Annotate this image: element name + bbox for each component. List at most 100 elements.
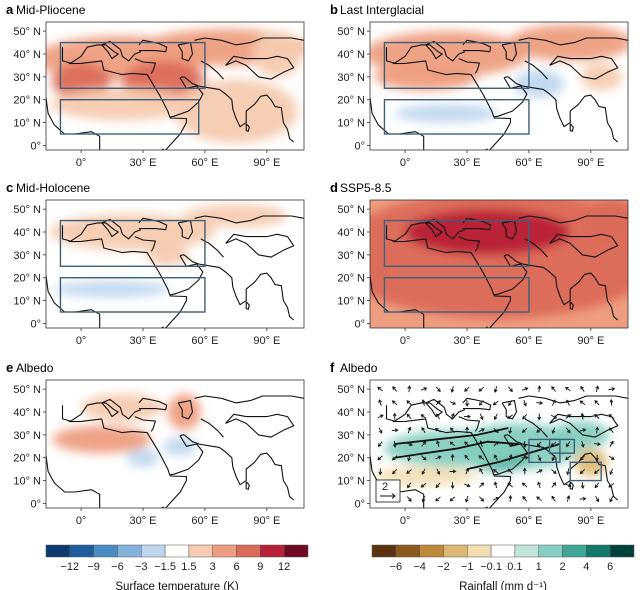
panel-frame [369,379,629,509]
colorbar-tick: −3 [135,561,148,573]
panel-frame [45,379,305,509]
wind-arrow [377,455,383,460]
wind-arrow [551,441,557,447]
wind-arrow [580,386,585,392]
wind-arrow [407,427,411,434]
wind-arrow [566,399,570,406]
y-tick-label: 0° [354,498,365,510]
wind-arrow [579,429,586,432]
colorbar-swatch [538,544,563,558]
y-tick-label: 10° N [337,296,365,308]
wind-arrow [392,386,398,392]
y-tick-label: 30° N [337,72,365,84]
x-tick-label: 0° [76,515,87,527]
x-tick-label: 60° E [515,515,542,527]
y-tick-label: 30° N [13,430,41,442]
x-tick-label: 90° E [253,335,280,347]
wind-arrow [479,413,484,420]
colorbar-swatch [609,544,635,558]
wind-arrow [478,386,485,392]
anomaly-patch [147,243,189,267]
colorbar-swatch [188,544,213,558]
colorbar-swatch [164,544,190,558]
wind-arrow [436,440,440,448]
coastlines [46,395,304,508]
colorbar-tick: 4 [583,561,589,573]
colorbar-tick: 6 [233,561,239,573]
wind-arrow [435,482,441,488]
y-tick-label: 10° N [13,476,41,488]
wind-arrow [406,469,412,474]
colorbar-swatch [586,544,611,558]
panel-label-b: b [330,2,338,17]
colorbar-rainfall: −6 −4 −2 −1 −0.1 0.1 1 2 4 6 Rainfall (mm d⁻¹) [371,544,635,590]
wind-arrow [493,400,499,406]
wind-arrow [406,400,412,406]
wind-arrow [492,497,499,501]
x-tick-label: 60° E [515,157,542,169]
wind-arrow [508,386,513,392]
panel-frame [369,199,629,329]
panel-f: f Albedo 2 0° 10° N 20° N 30° N 40° N 50° N 0° 30°… [330,360,629,527]
colorbar-swatch [467,544,492,558]
anomaly-patch [580,200,628,244]
colorbar-tick: 1 [536,561,542,573]
x-tick-label: 90° E [577,335,604,347]
y-tick-label: 0° [30,140,41,152]
wind-arrow [435,456,442,460]
wind-arrow [479,496,484,502]
y-tick-label: 50° N [13,384,41,396]
wind-arrow [565,427,571,433]
x-tick-label: 90° E [253,515,280,527]
wind-arrow [551,496,556,502]
x-tick-label: 0° [76,335,87,347]
wind-arrow [551,482,556,488]
wind-arrow [494,482,498,489]
colorbar-swatch [371,544,397,558]
anomaly-patch [50,213,216,251]
wind-arrow [596,427,598,434]
y-tick-label: 30° N [13,250,41,262]
panel-frame [45,199,305,329]
panel-label-c: c [6,180,13,195]
wind-arrow [378,399,382,406]
field-c [46,200,304,328]
wind-arrow [377,414,384,419]
y-tick-label: 20° N [337,453,365,465]
wind-arrow [551,469,557,474]
panel-c: c Mid-Holocene 0° 10° N 20° N 30° N 40° N 50° N… [6,180,305,347]
field-e [46,380,304,508]
wind-arrow [537,482,541,489]
wind-arrow [522,482,528,488]
wind-arrow [522,496,528,502]
y-tick-label: 40° N [13,227,41,239]
anomaly-patch [440,222,453,232]
colorbar-tick: 6 [607,561,613,573]
x-tick-label: 30° E [129,157,156,169]
colorbar-tick: −1.5 [154,561,176,573]
colorbar-title: Rainfall (mm d⁻¹) [459,581,547,590]
wind-arrow [536,441,542,447]
wind-arrow [421,455,427,461]
colorbar-swatch [212,544,237,558]
wind-arrow [536,428,542,433]
wind-arrow [579,400,586,406]
wind-arrow [378,441,383,447]
x-tick-label: 60° E [191,157,218,169]
panel-title-f: Albedo [340,361,378,375]
y-tick-label: 0° [30,498,41,510]
y-tick-label: 30° N [337,430,365,442]
colorbar-tick: −0.1 [480,561,502,573]
wind-arrow [406,414,412,420]
x-tick-label: 90° E [253,157,280,169]
colorbar-swatch [419,544,444,558]
wind-arrow [435,496,441,502]
field-f [370,380,628,508]
wind-arrow [580,469,586,474]
wind-arrow [478,428,485,432]
region-box [528,438,561,463]
anomaly-patch [374,63,478,91]
wind-arrow [595,495,599,502]
wind-arrow [406,496,412,502]
colorbar-tick: 1.5 [181,561,196,573]
